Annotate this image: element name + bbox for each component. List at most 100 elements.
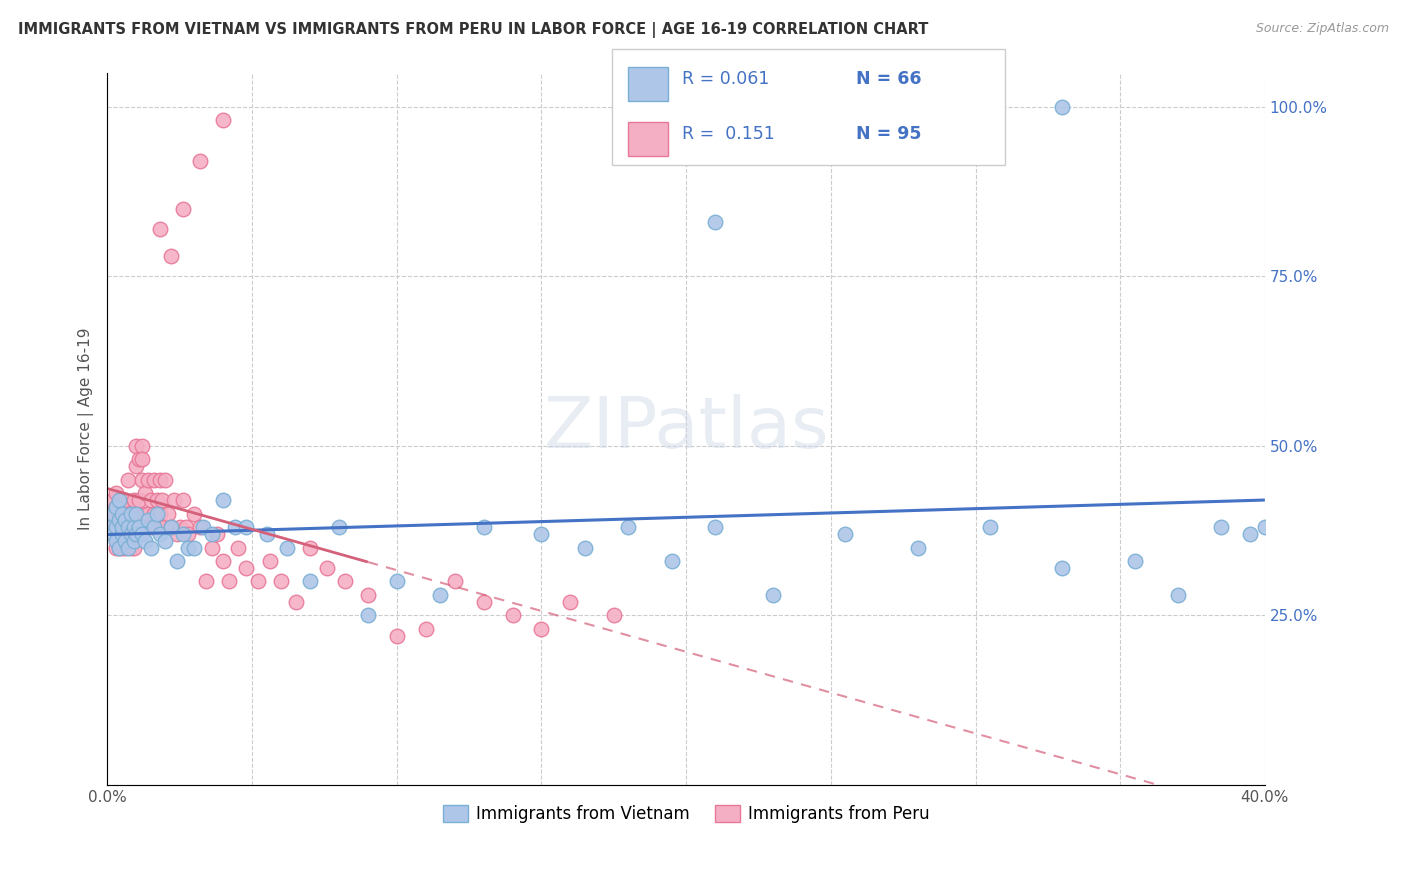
- Point: [122, 533, 145, 548]
- Point: [117, 520, 139, 534]
- Point: [98, 520, 121, 534]
- Point: [131, 439, 153, 453]
- Point: [201, 527, 224, 541]
- Point: [131, 452, 153, 467]
- Point: [125, 507, 148, 521]
- Point: [136, 507, 159, 521]
- Y-axis label: In Labor Force | Age 16-19: In Labor Force | Age 16-19: [79, 327, 94, 530]
- Point: [108, 527, 131, 541]
- Point: [183, 507, 205, 521]
- Point: [111, 527, 134, 541]
- Point: [148, 473, 170, 487]
- Point: [191, 520, 214, 534]
- Point: [560, 595, 582, 609]
- Point: [155, 473, 177, 487]
- Point: [1052, 561, 1074, 575]
- Point: [834, 527, 856, 541]
- Text: IMMIGRANTS FROM VIETNAM VS IMMIGRANTS FROM PERU IN LABOR FORCE | AGE 16-19 CORRE: IMMIGRANTS FROM VIETNAM VS IMMIGRANTS FR…: [18, 22, 928, 38]
- Point: [114, 527, 136, 541]
- Point: [188, 520, 211, 534]
- Point: [152, 520, 174, 534]
- Point: [160, 520, 183, 534]
- Point: [212, 554, 235, 568]
- Point: [136, 513, 159, 527]
- Point: [120, 541, 142, 555]
- Point: [139, 493, 162, 508]
- Point: [979, 520, 1001, 534]
- Point: [105, 500, 128, 514]
- Point: [105, 533, 128, 548]
- Point: [114, 507, 136, 521]
- Point: [114, 493, 136, 508]
- Point: [177, 541, 200, 555]
- Point: [117, 527, 139, 541]
- Point: [122, 493, 145, 508]
- Point: [122, 520, 145, 534]
- Point: [145, 507, 167, 521]
- Point: [163, 493, 186, 508]
- Point: [128, 520, 150, 534]
- Point: [114, 541, 136, 555]
- Point: [502, 608, 524, 623]
- Point: [704, 520, 727, 534]
- Point: [270, 574, 292, 589]
- Point: [103, 507, 125, 521]
- Point: [235, 520, 257, 534]
- Point: [111, 493, 134, 508]
- Text: ZIPatlas: ZIPatlas: [543, 394, 830, 463]
- Point: [1239, 527, 1261, 541]
- Point: [177, 527, 200, 541]
- Point: [246, 574, 269, 589]
- Point: [142, 507, 165, 521]
- Point: [108, 507, 131, 521]
- Point: [259, 554, 281, 568]
- Point: [443, 574, 465, 589]
- Point: [145, 493, 167, 508]
- Point: [429, 588, 451, 602]
- Point: [316, 561, 339, 575]
- Point: [139, 520, 162, 534]
- Point: [235, 561, 257, 575]
- Point: [385, 629, 408, 643]
- Point: [574, 541, 596, 555]
- Point: [194, 574, 217, 589]
- Point: [108, 541, 131, 555]
- Point: [108, 541, 131, 555]
- Point: [357, 608, 380, 623]
- Point: [103, 507, 125, 521]
- Point: [160, 249, 183, 263]
- Point: [530, 622, 553, 636]
- Text: R =  0.151: R = 0.151: [682, 125, 775, 143]
- Point: [148, 222, 170, 236]
- Point: [1254, 520, 1277, 534]
- Point: [134, 507, 156, 521]
- Text: R = 0.061: R = 0.061: [682, 70, 769, 88]
- Point: [907, 541, 929, 555]
- Point: [120, 507, 142, 521]
- Text: N = 66: N = 66: [856, 70, 921, 88]
- Point: [152, 493, 174, 508]
- Point: [105, 541, 128, 555]
- Point: [111, 507, 134, 521]
- Point: [1123, 554, 1146, 568]
- Point: [207, 527, 229, 541]
- Point: [111, 520, 134, 534]
- Point: [183, 541, 205, 555]
- Point: [256, 527, 278, 541]
- Point: [98, 507, 121, 521]
- Point: [125, 459, 148, 474]
- Point: [1052, 100, 1074, 114]
- Point: [298, 574, 321, 589]
- Point: [128, 493, 150, 508]
- Point: [111, 507, 134, 521]
- Point: [105, 486, 128, 500]
- Point: [157, 507, 180, 521]
- Point: [218, 574, 240, 589]
- Point: [117, 507, 139, 521]
- Point: [224, 520, 246, 534]
- Point: [1167, 588, 1189, 602]
- Point: [142, 473, 165, 487]
- Point: [617, 520, 640, 534]
- Text: N = 95: N = 95: [856, 125, 921, 143]
- Point: [530, 527, 553, 541]
